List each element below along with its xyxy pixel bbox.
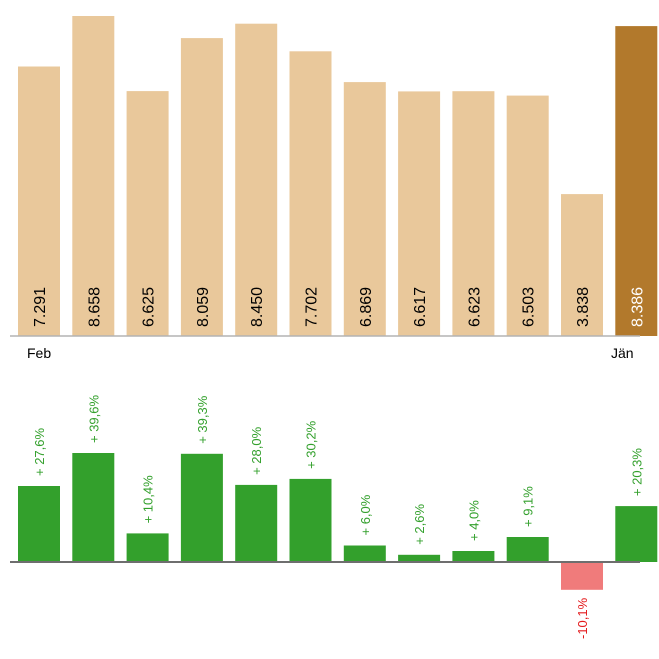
change-bar	[289, 478, 332, 562]
change-bar	[180, 453, 223, 562]
top-bar	[126, 91, 169, 336]
top-bar-value-label: 6.623	[466, 287, 483, 327]
top-bar-group: 7.291 8.658 6.625 8.059 8.450 7.702 6.869 6.617…	[18, 16, 658, 337]
top-bar-value-label: 3.838	[575, 287, 592, 327]
change-percent-label: + 9,1%	[521, 486, 536, 527]
top-bar-value-label: 6.625	[141, 287, 158, 327]
change-bar	[615, 506, 658, 562]
change-percent-label: + 39,3%	[195, 395, 210, 444]
change-bar	[18, 486, 60, 562]
top-bar	[452, 91, 495, 336]
change-bar	[452, 551, 495, 562]
top-bar	[506, 95, 549, 336]
x-axis-end-label: Jän	[611, 345, 634, 361]
top-bar	[18, 66, 60, 336]
top-bar-value-label: 6.869	[358, 287, 375, 327]
top-bar-value-label: 7.702	[304, 287, 321, 327]
top-bar-value-label: 8.386	[629, 287, 646, 327]
top-bar	[72, 16, 115, 336]
change-percent-label: -10,1%	[575, 597, 590, 639]
top-bar-value-label: 8.059	[195, 287, 212, 327]
change-percent-label: + 10,4%	[141, 475, 156, 524]
change-percent-label: + 39,6%	[86, 394, 101, 443]
top-bar-value-label: 6.503	[521, 287, 538, 327]
top-bar-value-label: 8.658	[86, 287, 103, 327]
change-bar	[235, 484, 278, 562]
change-percent-label: + 20,3%	[629, 448, 644, 497]
bottom-bar-group: + 27,6% + 39,6% + 10,4% + 39,3% + 28,0% + 30,…	[18, 394, 658, 639]
change-bar	[343, 545, 386, 562]
change-percent-label: + 30,2%	[304, 420, 319, 469]
change-bar	[72, 453, 115, 562]
change-percent-label: + 6,0%	[358, 494, 373, 535]
top-bar	[289, 51, 332, 337]
change-percent-label: + 4,0%	[466, 500, 481, 541]
change-percent-label: + 28,0%	[249, 426, 264, 475]
change-bar	[561, 562, 603, 590]
top-bar-value-label: 7.291	[32, 287, 49, 327]
change-percent-label: + 2,6%	[412, 504, 427, 545]
top-bar-value-label: 6.617	[412, 287, 429, 327]
x-axis-start-label: Feb	[27, 345, 51, 361]
top-bar	[180, 38, 223, 336]
top-bar	[615, 26, 658, 336]
change-percent-label: + 27,6%	[32, 427, 47, 476]
change-bar	[506, 537, 549, 562]
top-bar	[398, 91, 441, 337]
top-bar	[235, 23, 278, 336]
change-bar	[398, 554, 441, 562]
top-bar	[343, 82, 386, 336]
change-bar	[126, 533, 169, 562]
top-bar-value-label: 8.450	[249, 287, 266, 327]
top-bar	[561, 194, 603, 336]
